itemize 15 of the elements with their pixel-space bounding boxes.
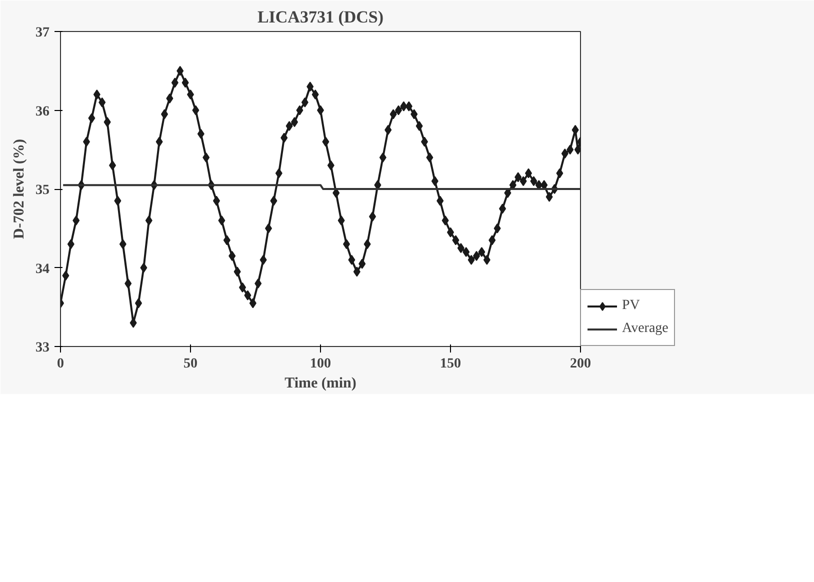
x-tick-label: 0 [57,356,64,372]
y-tick-label: 36 [36,104,50,120]
x-tick-label: 150 [440,356,461,372]
y-axis-title: D-702 level (%) [12,139,28,239]
legend-label: Average [622,321,668,337]
chart-title: LICA3731 (DCS) [257,8,384,26]
x-tick-label: 200 [570,356,591,372]
y-tick-label: 35 [36,183,50,198]
x-axis-title: Time (min) [284,376,356,392]
x-tick-label: 50 [184,356,198,372]
y-tick-label: 33 [36,340,50,356]
legend-label: PV [622,298,641,314]
y-tick-label: 34 [36,262,50,277]
y-tick-label: 37 [36,26,50,40]
x-tick-label: 100 [310,356,331,372]
